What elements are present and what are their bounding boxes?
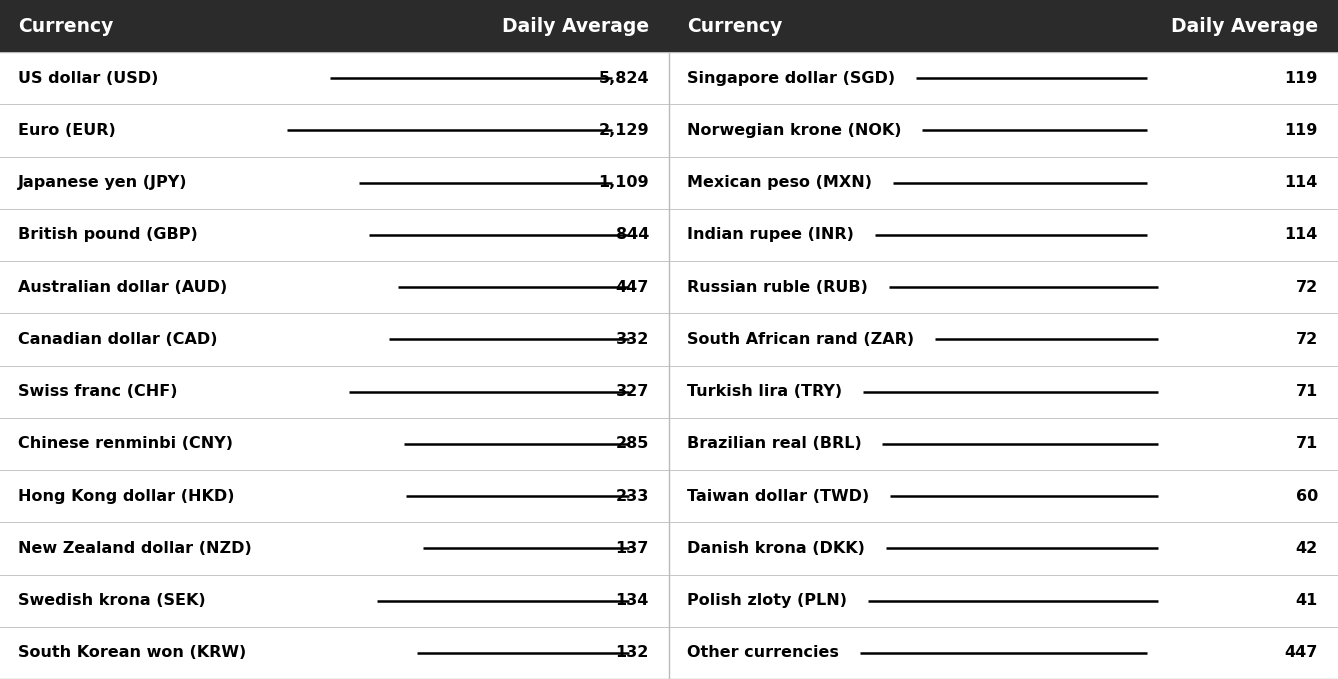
Text: Mexican peso (MXN): Mexican peso (MXN) bbox=[686, 175, 872, 190]
Text: 42: 42 bbox=[1295, 541, 1318, 556]
Text: 285: 285 bbox=[615, 437, 649, 452]
Text: 5,824: 5,824 bbox=[598, 71, 649, 86]
Text: 327: 327 bbox=[615, 384, 649, 399]
Text: Japanese yen (JPY): Japanese yen (JPY) bbox=[17, 175, 187, 190]
Text: Daily Average: Daily Average bbox=[502, 16, 649, 35]
Text: 114: 114 bbox=[1284, 175, 1318, 190]
Text: 844: 844 bbox=[615, 227, 649, 242]
Text: 2,129: 2,129 bbox=[598, 123, 649, 138]
Text: Hong Kong dollar (HKD): Hong Kong dollar (HKD) bbox=[17, 489, 234, 504]
Text: Chinese renminbi (CNY): Chinese renminbi (CNY) bbox=[17, 437, 233, 452]
Text: US dollar (USD): US dollar (USD) bbox=[17, 71, 158, 86]
Text: 137: 137 bbox=[615, 541, 649, 556]
Text: Brazilian real (BRL): Brazilian real (BRL) bbox=[686, 437, 862, 452]
Text: British pound (GBP): British pound (GBP) bbox=[17, 227, 198, 242]
Text: Russian ruble (RUB): Russian ruble (RUB) bbox=[686, 280, 868, 295]
Text: 447: 447 bbox=[1284, 645, 1318, 661]
Text: Turkish lira (TRY): Turkish lira (TRY) bbox=[686, 384, 842, 399]
Text: 134: 134 bbox=[615, 593, 649, 608]
Text: 332: 332 bbox=[615, 332, 649, 347]
Text: 447: 447 bbox=[615, 280, 649, 295]
Text: 1,109: 1,109 bbox=[598, 175, 649, 190]
Text: 71: 71 bbox=[1295, 437, 1318, 452]
Text: 114: 114 bbox=[1284, 227, 1318, 242]
Text: Other currencies: Other currencies bbox=[686, 645, 839, 661]
Text: Swiss franc (CHF): Swiss franc (CHF) bbox=[17, 384, 178, 399]
Bar bbox=[0, 0, 1338, 52]
Text: 119: 119 bbox=[1284, 71, 1318, 86]
Text: South Korean won (KRW): South Korean won (KRW) bbox=[17, 645, 246, 661]
Text: 60: 60 bbox=[1295, 489, 1318, 504]
Text: Polish zloty (PLN): Polish zloty (PLN) bbox=[686, 593, 847, 608]
Text: 132: 132 bbox=[615, 645, 649, 661]
Text: Daily Average: Daily Average bbox=[1171, 16, 1318, 35]
Text: 119: 119 bbox=[1284, 123, 1318, 138]
Text: South African rand (ZAR): South African rand (ZAR) bbox=[686, 332, 914, 347]
Text: Canadian dollar (CAD): Canadian dollar (CAD) bbox=[17, 332, 218, 347]
Text: Currency: Currency bbox=[17, 16, 114, 35]
Text: Norwegian krone (NOK): Norwegian krone (NOK) bbox=[686, 123, 902, 138]
Text: Singapore dollar (SGD): Singapore dollar (SGD) bbox=[686, 71, 895, 86]
Text: Euro (EUR): Euro (EUR) bbox=[17, 123, 116, 138]
Text: Danish krona (DKK): Danish krona (DKK) bbox=[686, 541, 864, 556]
Text: Taiwan dollar (TWD): Taiwan dollar (TWD) bbox=[686, 489, 870, 504]
Text: 41: 41 bbox=[1295, 593, 1318, 608]
Text: New Zealand dollar (NZD): New Zealand dollar (NZD) bbox=[17, 541, 252, 556]
Text: 233: 233 bbox=[615, 489, 649, 504]
Text: Indian rupee (INR): Indian rupee (INR) bbox=[686, 227, 854, 242]
Text: 72: 72 bbox=[1295, 332, 1318, 347]
Text: Currency: Currency bbox=[686, 16, 783, 35]
Text: 72: 72 bbox=[1295, 280, 1318, 295]
Text: Australian dollar (AUD): Australian dollar (AUD) bbox=[17, 280, 227, 295]
Text: 71: 71 bbox=[1295, 384, 1318, 399]
Text: Swedish krona (SEK): Swedish krona (SEK) bbox=[17, 593, 206, 608]
